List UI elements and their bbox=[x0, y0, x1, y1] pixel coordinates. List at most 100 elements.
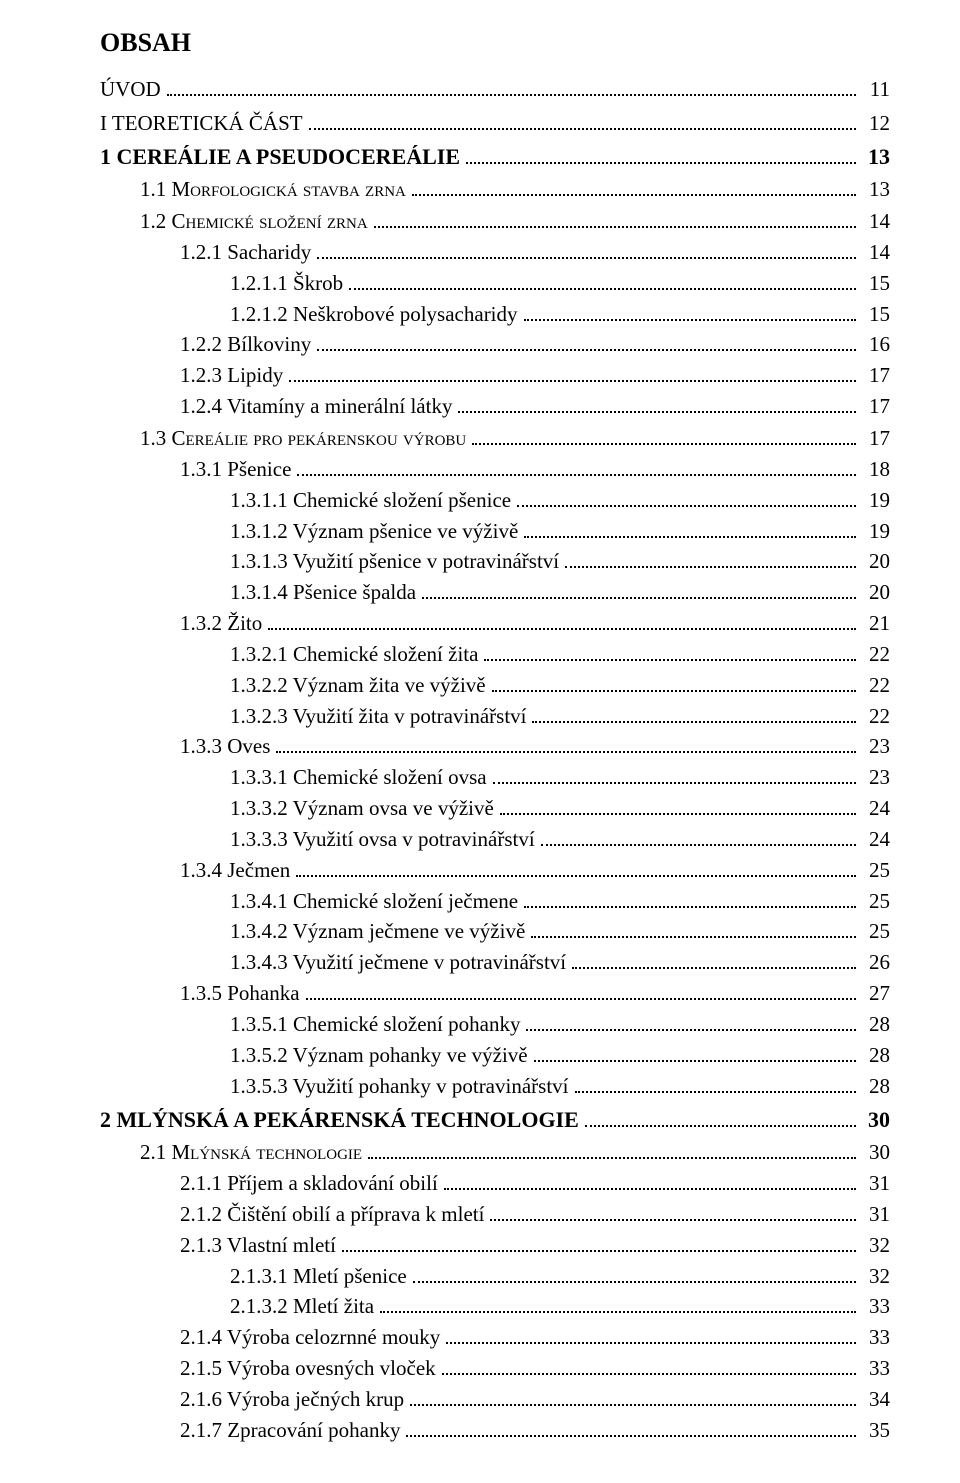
toc-entry: 1.3.2 Žito21 bbox=[100, 610, 890, 636]
toc-entry-page: 32 bbox=[862, 1264, 890, 1289]
toc-list: ÚVOD 11 I TEORETICKÁ ČÁST12 1 CEREÁLIE A PS… bbox=[100, 76, 890, 1443]
toc-entry: 2.1.1 Příjem a skladování obilí 31 bbox=[100, 1170, 890, 1196]
toc-leader-dots bbox=[446, 1324, 856, 1344]
toc-leader-dots bbox=[534, 1042, 856, 1062]
toc-entry: 1.3.4 Ječmen 25 bbox=[100, 857, 890, 883]
toc-entry: 1.1 Morfologická stavba zrna13 bbox=[100, 176, 890, 202]
toc-leader-dots bbox=[442, 1355, 856, 1375]
toc-entry: 1.3 Cereálie pro pekárenskou výrobu17 bbox=[100, 425, 890, 451]
toc-entry-label: 1.3.2 Žito bbox=[180, 611, 262, 636]
toc-entry-label: 1.3.3 Oves bbox=[180, 734, 270, 759]
toc-entry-label: 1.3.5.2 Význam pohanky ve výživě bbox=[230, 1043, 528, 1068]
toc-entry: 1.3.5.3 Využití pohanky v potravinářství… bbox=[100, 1073, 890, 1099]
toc-entry: 2.1.5 Výroba ovesných vloček33 bbox=[100, 1355, 890, 1381]
toc-leader-dots bbox=[276, 734, 856, 754]
toc-entry-label: 2.1.5 Výroba ovesných vloček bbox=[180, 1356, 436, 1381]
toc-entry: 1.2.4 Vitamíny a minerální látky 17 bbox=[100, 393, 890, 419]
toc-entry-label: 1.3.1.3 Využití pšenice v potravinářství bbox=[230, 549, 559, 574]
toc-entry: 1.2.2 Bílkoviny16 bbox=[100, 332, 890, 358]
toc-entry: 2.1.7 Zpracování pohanky35 bbox=[100, 1417, 890, 1443]
toc-entry: 1.3.5 Pohanka27 bbox=[100, 980, 890, 1006]
toc-leader-dots bbox=[374, 208, 856, 228]
toc-leader-dots bbox=[524, 301, 856, 321]
toc-entry-page: 26 bbox=[862, 950, 890, 975]
toc-entry: 2.1.3.1 Mletí pšenice 32 bbox=[100, 1263, 890, 1289]
toc-entry: 2.1.4 Výroba celozrnné mouky33 bbox=[100, 1324, 890, 1350]
toc-leader-dots bbox=[167, 76, 856, 96]
toc-entry-label: 1.3.1.1 Chemické složení pšenice bbox=[230, 488, 511, 513]
toc-entry: 1.3.3 Oves23 bbox=[100, 734, 890, 760]
toc-leader-dots bbox=[484, 641, 856, 661]
toc-leader-dots bbox=[526, 1011, 856, 1031]
toc-entry-label: 2.1 Mlýnská technologie bbox=[140, 1140, 362, 1165]
toc-entry-label: 1.3.1.4 Pšenice špalda bbox=[230, 580, 416, 605]
toc-entry-page: 33 bbox=[862, 1294, 890, 1319]
toc-leader-dots bbox=[413, 1263, 856, 1283]
toc-entry-label: 2.1.4 Výroba celozrnné mouky bbox=[180, 1325, 440, 1350]
toc-entry-page: 19 bbox=[862, 519, 890, 544]
toc-entry-label: 2.1.3.1 Mletí pšenice bbox=[230, 1264, 407, 1289]
toc-entry-label: 1.3.1.2 Význam pšenice ve výživě bbox=[230, 519, 518, 544]
toc-entry-page: 17 bbox=[862, 394, 890, 419]
toc-entry-page: 31 bbox=[862, 1202, 890, 1227]
toc-leader-dots bbox=[412, 176, 856, 196]
toc-entry: 1.2.3 Lipidy 17 bbox=[100, 362, 890, 388]
toc-leader-dots bbox=[380, 1294, 856, 1314]
toc-entry-label: 1.3.2.2 Význam žita ve výživě bbox=[230, 673, 486, 698]
toc-entry-label: 1.3.3.2 Význam ovsa ve výživě bbox=[230, 796, 494, 821]
toc-leader-dots bbox=[406, 1417, 856, 1437]
toc-leader-dots bbox=[306, 980, 856, 1000]
toc-entry-label: 1.3.1 Pšenice bbox=[180, 457, 291, 482]
toc-entry-page: 31 bbox=[862, 1171, 890, 1196]
toc-entry-label: 1.3.2.1 Chemické složení žita bbox=[230, 642, 478, 667]
toc-entry: 1.3.1 Pšenice18 bbox=[100, 456, 890, 482]
toc-entry-label: 1.2 Chemické složení zrna bbox=[140, 209, 368, 234]
toc-entry-label: 1.3.5.3 Využití pohanky v potravinářství bbox=[230, 1074, 569, 1099]
toc-leader-dots bbox=[531, 919, 856, 939]
toc-entry-label: 1.3.2.3 Využití žita v potravinářství bbox=[230, 704, 526, 729]
toc-entry: 1 CEREÁLIE A PSEUDOCEREÁLIE13 bbox=[100, 144, 890, 171]
toc-entry-page: 11 bbox=[862, 77, 890, 102]
toc-leader-dots bbox=[524, 518, 856, 538]
toc-entry-page: 30 bbox=[862, 1140, 890, 1165]
toc-entry-label: 2.1.2 Čištění obilí a příprava k mletí bbox=[180, 1202, 484, 1227]
toc-entry-label: 1.3.4 Ječmen bbox=[180, 858, 290, 883]
toc-leader-dots bbox=[268, 610, 856, 630]
toc-leader-dots bbox=[289, 362, 856, 382]
toc-entry-label: ÚVOD bbox=[100, 77, 161, 102]
toc-leader-dots bbox=[493, 764, 856, 784]
toc-entry-label: 1.3 Cereálie pro pekárenskou výrobu bbox=[140, 426, 466, 451]
toc-leader-dots bbox=[349, 270, 856, 290]
toc-leader-dots bbox=[492, 672, 856, 692]
toc-entry-label: 1.1 Morfologická stavba zrna bbox=[140, 177, 406, 202]
toc-entry-page: 17 bbox=[862, 363, 890, 388]
toc-entry-page: 16 bbox=[862, 332, 890, 357]
toc-leader-dots bbox=[422, 579, 856, 599]
toc-entry: 1.3.5.2 Význam pohanky ve výživě 28 bbox=[100, 1042, 890, 1068]
toc-entry-page: 15 bbox=[862, 302, 890, 327]
toc-leader-dots bbox=[575, 1073, 857, 1093]
toc-entry-label: 2.1.3 Vlastní mletí bbox=[180, 1233, 336, 1258]
toc-entry-page: 35 bbox=[862, 1418, 890, 1443]
toc-entry: 1.3.3.1 Chemické složení ovsa23 bbox=[100, 764, 890, 790]
toc-entry-label: 1.2.1 Sacharidy bbox=[180, 240, 311, 265]
toc-leader-dots bbox=[309, 110, 856, 130]
toc-leader-dots bbox=[317, 239, 856, 259]
toc-entry-page: 23 bbox=[862, 765, 890, 790]
toc-entry-page: 25 bbox=[862, 858, 890, 883]
toc-leader-dots bbox=[297, 456, 856, 476]
toc-leader-dots bbox=[466, 144, 856, 165]
toc-leader-dots bbox=[565, 549, 856, 569]
toc-leader-dots bbox=[532, 703, 856, 723]
toc-leader-dots bbox=[317, 332, 856, 352]
toc-entry-page: 28 bbox=[862, 1043, 890, 1068]
toc-entry-label: 2.1.1 Příjem a skladování obilí bbox=[180, 1171, 438, 1196]
toc-entry-label: 1.2.4 Vitamíny a minerální látky bbox=[180, 394, 452, 419]
toc-entry: 1.2.1 Sacharidy14 bbox=[100, 239, 890, 265]
toc-entry: 1.2.1.2 Neškrobové polysacharidy15 bbox=[100, 301, 890, 327]
toc-entry: 1.3.4.3 Využití ječmene v potravinářství… bbox=[100, 949, 890, 975]
toc-entry-label: 1.3.4.3 Využití ječmene v potravinářství bbox=[230, 950, 566, 975]
toc-entry-page: 34 bbox=[862, 1387, 890, 1412]
toc-entry-label: 1.2.3 Lipidy bbox=[180, 363, 283, 388]
toc-entry: I TEORETICKÁ ČÁST12 bbox=[100, 110, 890, 136]
